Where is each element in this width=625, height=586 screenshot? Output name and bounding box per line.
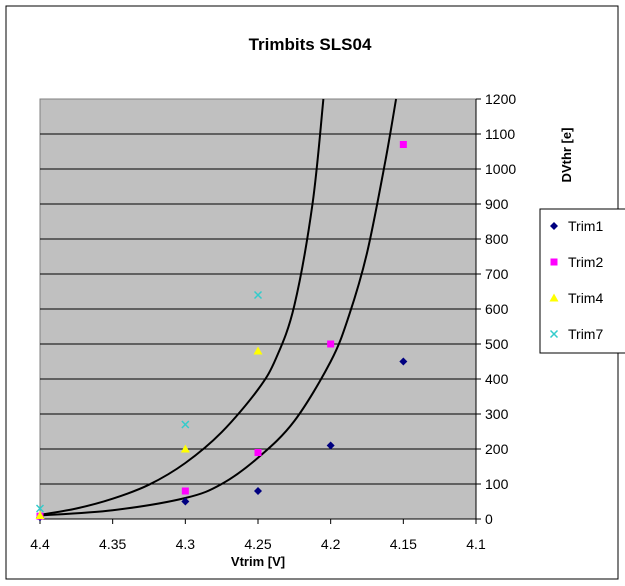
data-point-trim7 bbox=[35, 504, 45, 513]
x-tick-label: 4.4 bbox=[30, 536, 50, 552]
fit-curve bbox=[39, 98, 325, 516]
x-tick-label: 4.1 bbox=[466, 536, 486, 552]
legend-label-trim7: Trim7 bbox=[568, 326, 603, 342]
data-points bbox=[35, 141, 408, 522]
fit-curves bbox=[39, 98, 398, 517]
y-tick-label: 700 bbox=[485, 266, 509, 282]
y-axis: 0 100 200 300 400 500 600 700 800 900 1000 1100 1200 bbox=[475, 91, 516, 527]
legend: Trim1 Trim2 Trim4 Trim7 bbox=[539, 208, 625, 354]
legend-box bbox=[539, 208, 625, 354]
data-point-trim4 bbox=[253, 346, 263, 355]
legend-marker-trim2 bbox=[550, 258, 558, 266]
y-tick-label: 1000 bbox=[485, 161, 516, 177]
legend-label-trim4: Trim4 bbox=[568, 290, 603, 306]
data-point-trim2 bbox=[181, 487, 189, 495]
y-tick-label: 600 bbox=[485, 301, 509, 317]
y-tick-label: 0 bbox=[485, 511, 493, 527]
y-tick-label: 400 bbox=[485, 371, 509, 387]
data-point-trim2 bbox=[399, 141, 407, 148]
data-point-trim1 bbox=[254, 487, 262, 495]
x-tick-label: 4.3 bbox=[176, 536, 196, 552]
legend-label-trim1: Trim1 bbox=[568, 218, 603, 234]
data-point-trim4 bbox=[35, 511, 45, 519]
y-tick-label: 900 bbox=[485, 196, 509, 212]
y-axis-title: DVthr [e] bbox=[559, 128, 574, 183]
data-point-trim2 bbox=[327, 340, 335, 348]
y-tick-label: 1200 bbox=[485, 91, 516, 107]
y-tick-label: 300 bbox=[485, 406, 509, 422]
legend-marker-trim4 bbox=[549, 293, 559, 302]
y-tick-label: 800 bbox=[485, 231, 509, 247]
legend-marker-trim7 bbox=[549, 329, 559, 339]
x-tick-label: 4.2 bbox=[321, 536, 341, 552]
fit-curve bbox=[39, 98, 398, 517]
legend-label-trim2: Trim2 bbox=[568, 254, 603, 270]
data-point-trim1 bbox=[326, 441, 335, 450]
x-tick-label: 4.25 bbox=[244, 536, 271, 552]
chart-title: Trimbits SLS04 bbox=[249, 35, 372, 54]
data-point-trim2 bbox=[254, 449, 262, 456]
x-axis: 4.4 4.35 4.3 4.25 4.2 4.15 4.1 bbox=[30, 518, 486, 552]
y-tick-label: 100 bbox=[485, 476, 509, 492]
x-tick-label: 4.35 bbox=[99, 536, 126, 552]
data-point-trim4 bbox=[180, 444, 190, 453]
y-tick-label: 200 bbox=[485, 441, 509, 457]
data-point-trim7 bbox=[253, 290, 263, 300]
x-axis-title: Vtrim [V] bbox=[231, 554, 285, 569]
data-point-trim1 bbox=[181, 497, 190, 506]
legend-marker-trim1 bbox=[550, 222, 558, 230]
data-point-trim7 bbox=[181, 420, 190, 429]
y-tick-label: 500 bbox=[485, 336, 509, 352]
y-tick-label: 1100 bbox=[485, 126, 515, 142]
data-point-trim1 bbox=[399, 357, 408, 366]
x-tick-label: 4.15 bbox=[390, 536, 417, 552]
